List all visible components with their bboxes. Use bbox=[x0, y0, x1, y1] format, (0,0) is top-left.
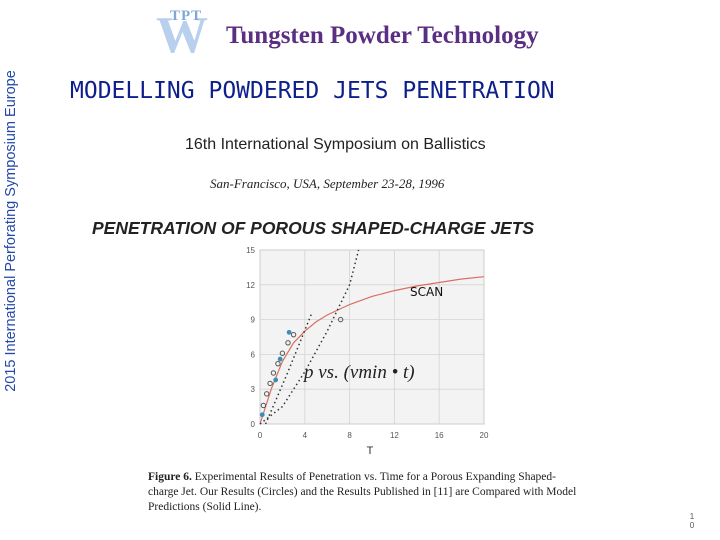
logo-company-name: Tungsten Powder Technology bbox=[226, 22, 539, 49]
plot-area bbox=[259, 249, 485, 425]
data-point-circle bbox=[264, 391, 270, 397]
annotation-scan-label: SCAN bbox=[410, 285, 443, 299]
paper-title: PENETRATION OF POROUS SHAPED-CHARGE JETS bbox=[92, 218, 535, 238]
y-tick-label: 3 bbox=[251, 385, 256, 394]
data-point-circle bbox=[285, 340, 291, 346]
page-number: 10 bbox=[689, 512, 695, 530]
data-point-published bbox=[273, 377, 279, 383]
logo-mark: TPT bbox=[170, 8, 203, 24]
chart-marks bbox=[259, 316, 344, 418]
symposium-banner-text: 2015 International Perforating Symposium… bbox=[3, 70, 19, 392]
x-tick-label: 8 bbox=[347, 431, 352, 440]
figure-label: Figure 6. bbox=[148, 471, 192, 483]
chart-ticks: 0 4 8 12 16 20 0 3 6 9 12 15 bbox=[246, 246, 489, 440]
y-tick-label: 9 bbox=[251, 316, 256, 325]
data-point-circle bbox=[337, 316, 344, 323]
symposium-name: 16th International Symposium on Ballisti… bbox=[185, 136, 486, 153]
x-tick-label: 20 bbox=[480, 431, 489, 440]
model-prediction-line bbox=[259, 276, 485, 425]
formula-annotation: p vs. (vmin • t) bbox=[302, 362, 415, 383]
data-point-circle bbox=[260, 402, 267, 409]
data-point-published bbox=[259, 412, 265, 418]
symposium-banner: 2015 International Perforating Symposium… bbox=[0, 0, 22, 462]
dotted-reference-line bbox=[259, 249, 360, 425]
tpt-logo: W TPT Tungsten Powder Technology bbox=[156, 6, 539, 64]
figure-caption-text: Experimental Results of Penetration vs. … bbox=[148, 471, 577, 513]
data-point-circle bbox=[279, 350, 286, 356]
chart-grid bbox=[259, 249, 485, 425]
figure-caption: Figure 6. Experimental Results of Penetr… bbox=[148, 470, 578, 515]
x-tick-label: 16 bbox=[435, 431, 444, 440]
x-axis-label: T bbox=[367, 445, 374, 457]
data-point-circle bbox=[290, 331, 297, 338]
y-tick-label: 12 bbox=[246, 281, 255, 290]
symposium-place-date: San-Francisco, USA, September 23-28, 199… bbox=[210, 176, 445, 191]
slide-title: MODELLING POWDERED JETS PENETRATION bbox=[70, 78, 555, 104]
y-tick-label: 15 bbox=[246, 246, 255, 255]
data-point-circle bbox=[267, 380, 273, 387]
data-point-published bbox=[286, 329, 292, 335]
x-tick-label: 4 bbox=[303, 431, 308, 440]
x-tick-label: 0 bbox=[258, 431, 263, 440]
chart-series bbox=[259, 249, 485, 425]
y-tick-label: 0 bbox=[251, 420, 256, 429]
data-point-circle bbox=[270, 370, 277, 376]
y-tick-label: 6 bbox=[251, 350, 256, 359]
x-tick-label: 12 bbox=[390, 431, 399, 440]
logo-w-letter: W bbox=[156, 7, 208, 64]
data-point-published bbox=[277, 356, 283, 362]
data-point-circle bbox=[275, 360, 281, 367]
dotted-reference-line bbox=[264, 313, 313, 425]
